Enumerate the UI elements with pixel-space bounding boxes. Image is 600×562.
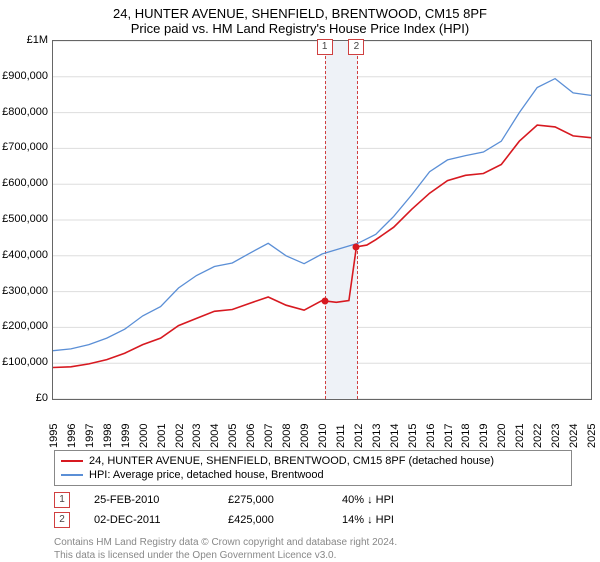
sale-badge: 2 [54,512,70,528]
legend-swatch [61,474,83,476]
x-tick-label: 2014 [389,424,401,448]
sales-list: 1 25-FEB-2010 £275,000 40% ↓ HPI 2 02-DEC-201… [0,492,600,528]
sale-row: 1 25-FEB-2010 £275,000 40% ↓ HPI [54,492,572,508]
y-axis: £0£100,000£200,000£300,000£400,000£500,0… [0,40,52,400]
x-tick-label: 2002 [174,424,186,448]
y-tick-label: £600,000 [2,177,48,189]
x-tick-label: 2005 [227,424,239,448]
sale-row: 2 02-DEC-2011 £425,000 14% ↓ HPI [54,512,572,528]
sale-price: £275,000 [228,494,318,506]
copyright: Contains HM Land Registry data © Crown c… [54,536,572,562]
chart-title: 24, HUNTER AVENUE, SHENFIELD, BRENTWOOD,… [0,0,600,21]
x-tick-label: 2024 [568,424,580,448]
y-tick-label: £800,000 [2,106,48,118]
marker-badge: 2 [348,39,364,55]
legend-label: 24, HUNTER AVENUE, SHENFIELD, BRENTWOOD,… [89,455,494,467]
x-tick-label: 2013 [371,424,383,448]
x-tick-label: 2009 [299,424,311,448]
x-tick-label: 1998 [102,424,114,448]
legend: 24, HUNTER AVENUE, SHENFIELD, BRENTWOOD,… [54,450,572,486]
chart-area: £0 £100,000 £200,000 £300,000 £400,000 £500,0… [0,40,600,420]
x-tick-label: 2021 [514,424,526,448]
x-tick-label: 2003 [191,424,203,448]
x-tick-label: 2008 [281,424,293,448]
x-tick-label: 1996 [66,424,78,448]
x-tick-label: 2015 [407,424,419,448]
y-tick-label: £400,000 [2,249,48,261]
x-tick-label: 2022 [532,424,544,448]
y-tick-label: £200,000 [2,320,48,332]
marker-badge: 1 [317,39,333,55]
x-tick-label: 1995 [48,424,60,448]
x-tick-label: 2011 [335,424,347,448]
x-tick-label: 2018 [460,424,472,448]
sale-badge: 1 [54,492,70,508]
sale-point [321,297,328,304]
copyright-line1: Contains HM Land Registry data © Crown c… [54,537,397,548]
y-tick-label: £900,000 [2,70,48,82]
y-tick-label: £300,000 [2,285,48,297]
x-tick-label: 2016 [425,424,437,448]
x-tick-label: 2019 [478,424,490,448]
x-tick-label: 2012 [353,424,365,448]
sale-point [353,243,360,250]
legend-label: HPI: Average price, detached house, Bren… [89,469,324,481]
sale-date: 25-FEB-2010 [94,494,204,506]
x-tick-label: 2023 [550,424,562,448]
x-tick-label: 1997 [84,424,96,448]
legend-swatch [61,460,83,462]
x-tick-label: 2004 [209,424,221,448]
chart-subtitle: Price paid vs. HM Land Registry's House … [0,21,600,40]
sale-price: £425,000 [228,514,318,526]
y-tick-label: £100,000 [2,356,48,368]
y-tick-label: £1M [27,34,48,46]
x-tick-label: 2001 [156,424,168,448]
x-tick-label: 2000 [138,424,150,448]
x-tick-label: 2017 [443,424,455,448]
sale-delta: 14% ↓ HPI [342,514,394,526]
x-tick-label: 1999 [120,424,132,448]
x-tick-label: 2025 [586,424,598,448]
x-axis: 1995199619971998199920002001200220032004… [52,400,592,420]
legend-item: HPI: Average price, detached house, Bren… [61,468,565,482]
sale-delta: 40% ↓ HPI [342,494,394,506]
copyright-line2: This data is licensed under the Open Gov… [54,550,336,561]
y-tick-label: £0 [36,392,48,404]
x-tick-label: 2020 [496,424,508,448]
sale-date: 02-DEC-2011 [94,514,204,526]
legend-item: 24, HUNTER AVENUE, SHENFIELD, BRENTWOOD,… [61,454,565,468]
x-tick-label: 2007 [263,424,275,448]
plot-area: 12 [52,40,592,400]
y-tick-label: £700,000 [2,141,48,153]
x-tick-label: 2010 [317,424,329,448]
y-tick-label: £500,000 [2,213,48,225]
series-lines [53,41,591,399]
x-tick-label: 2006 [245,424,257,448]
